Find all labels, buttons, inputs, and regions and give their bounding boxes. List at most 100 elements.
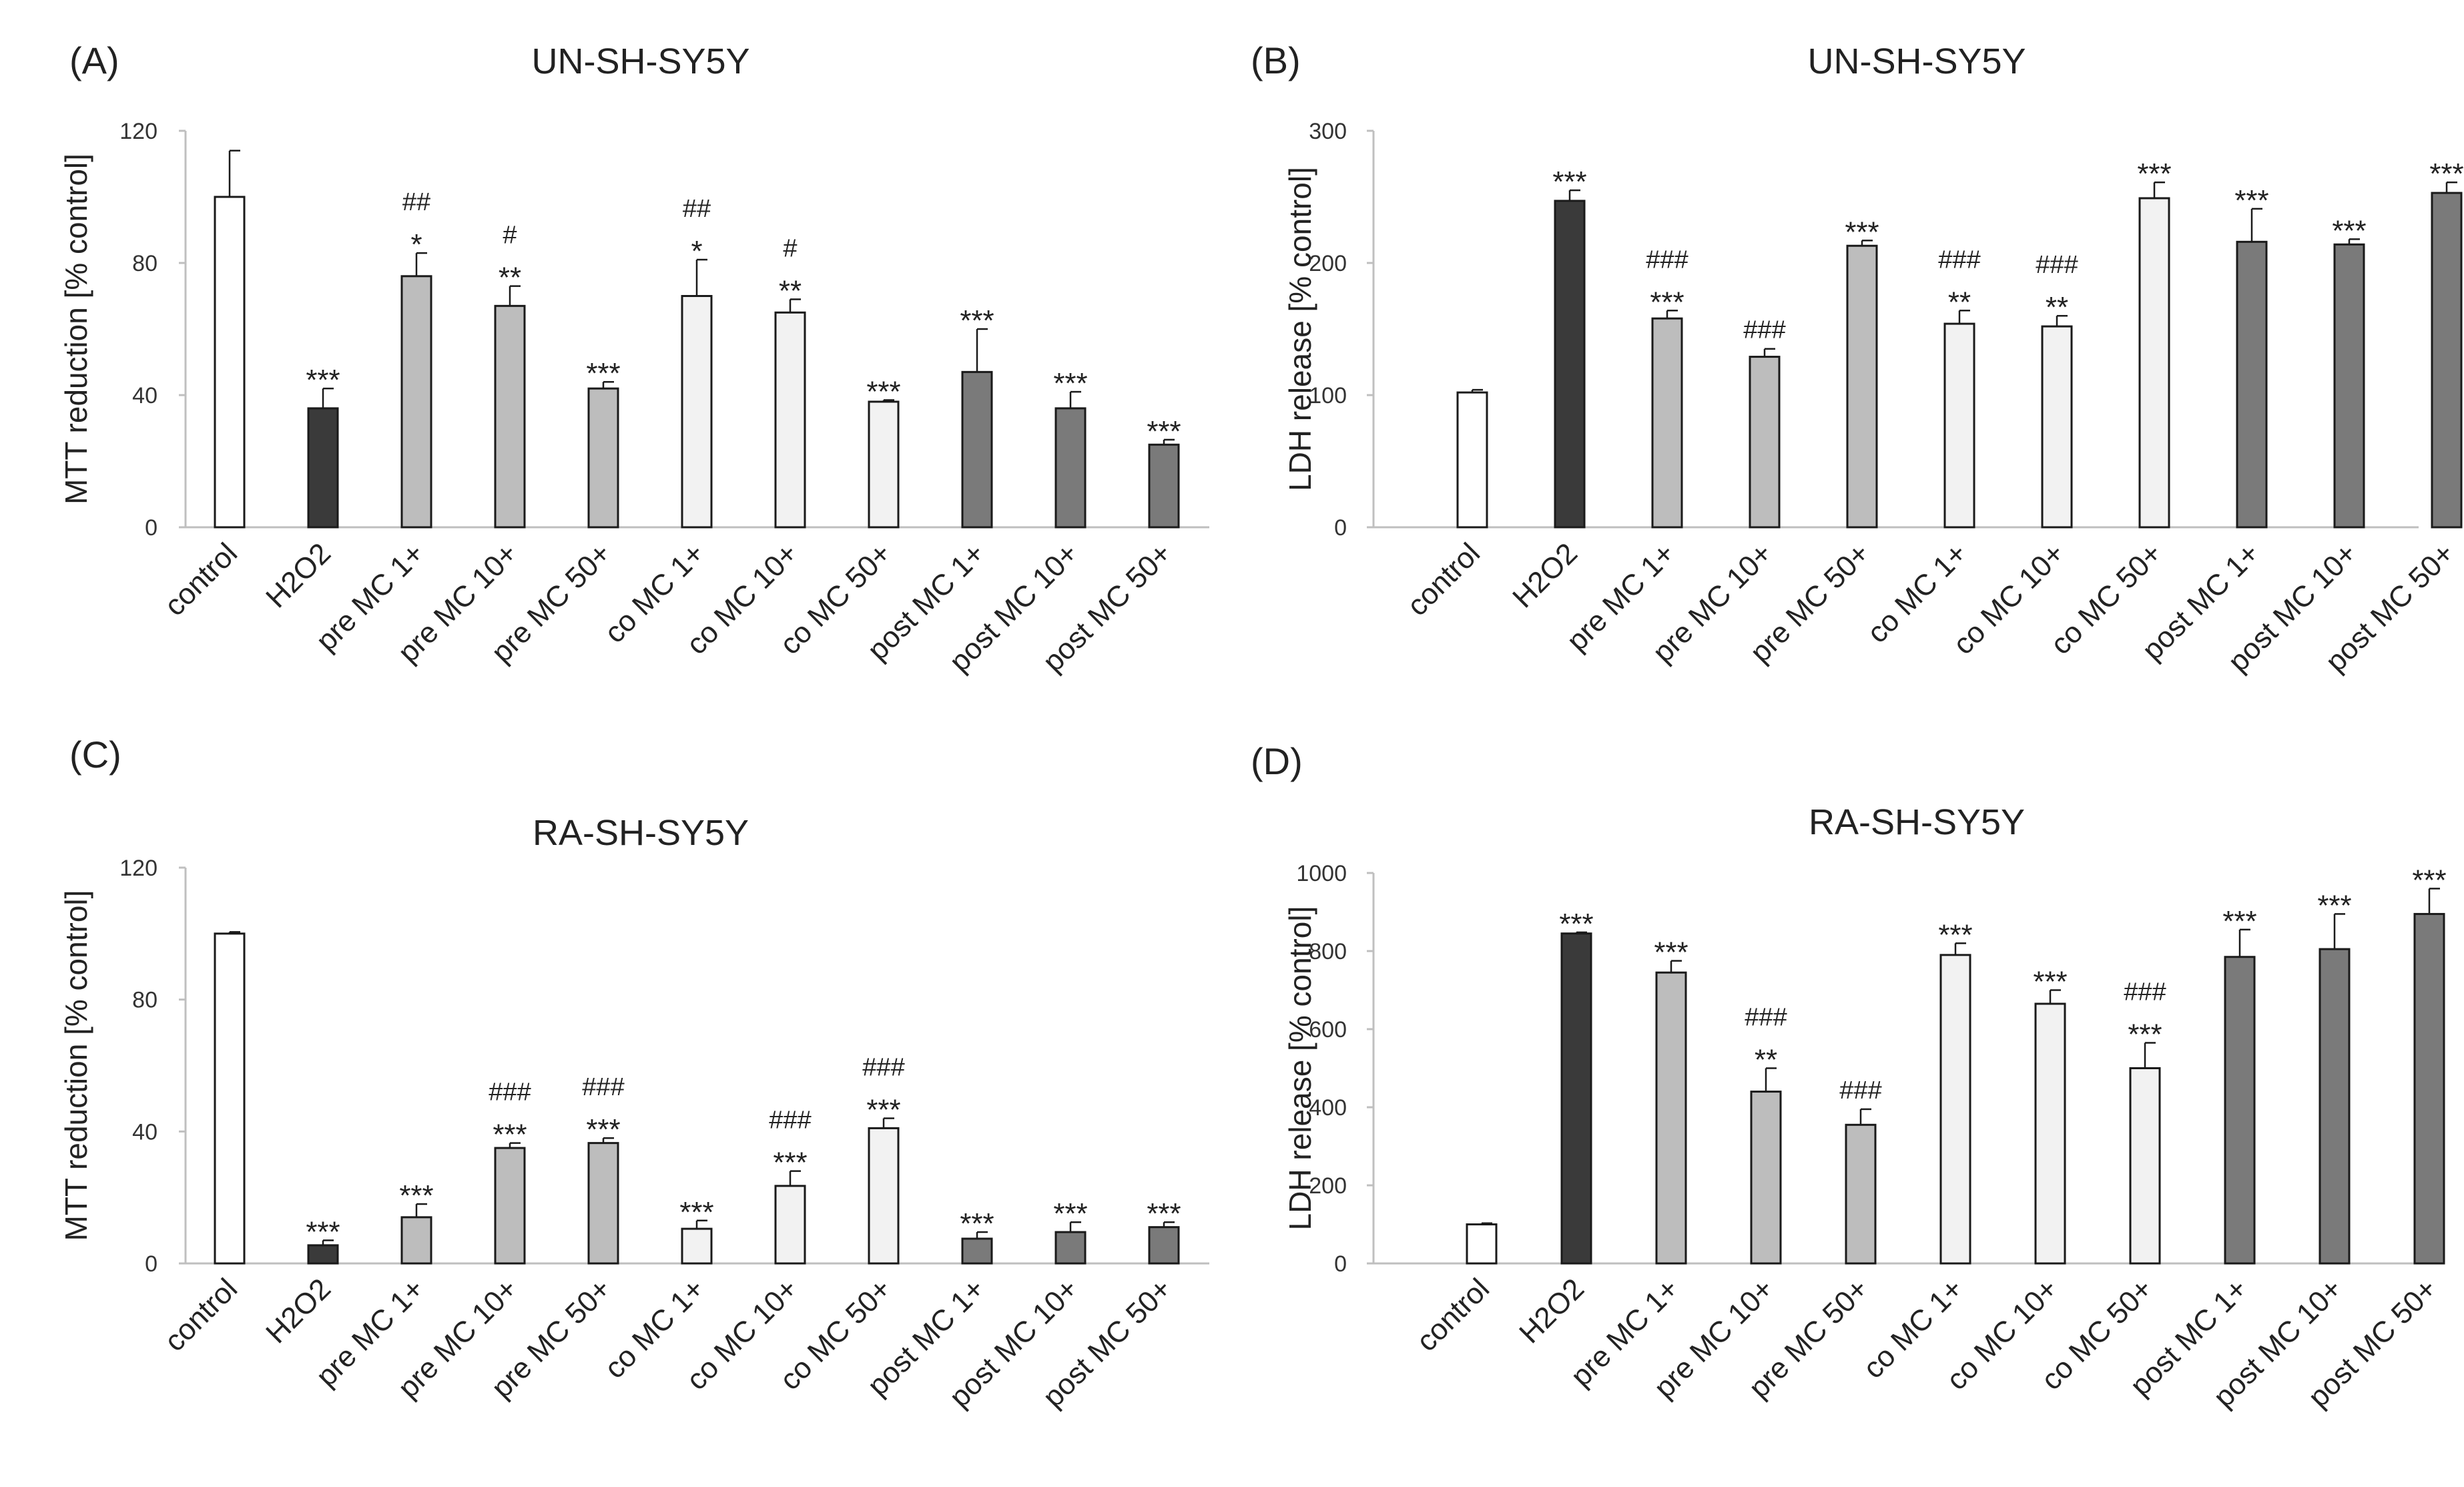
bar bbox=[2333, 243, 2365, 529]
significance-stars: *** bbox=[2317, 889, 2351, 922]
chart-title: UN-SH-SY5Y bbox=[1807, 41, 2026, 81]
y-tick-label: 120 bbox=[119, 119, 158, 144]
y-tick-label: 80 bbox=[132, 988, 158, 1013]
bar bbox=[2129, 1067, 2161, 1265]
bar bbox=[307, 1244, 339, 1265]
y-tick-label: 1000 bbox=[1296, 861, 1347, 886]
significance-hash: ### bbox=[1745, 1004, 1787, 1032]
y-tick-label: 100 bbox=[1309, 383, 1347, 408]
y-tick-label: 200 bbox=[1309, 251, 1347, 276]
significance-stars: *** bbox=[399, 1179, 433, 1212]
significance-hash: ### bbox=[1646, 246, 1688, 274]
significance-stars: ** bbox=[1755, 1044, 1777, 1077]
significance-stars: *** bbox=[306, 1215, 340, 1248]
significance-hash: # bbox=[783, 234, 797, 262]
significance-stars: *** bbox=[586, 1113, 620, 1146]
y-axis-label: LDH release [% control] bbox=[1283, 167, 1317, 491]
bar bbox=[494, 1147, 526, 1265]
bar bbox=[1943, 322, 1975, 529]
bar bbox=[1148, 443, 1180, 529]
panel-label: (D) bbox=[1251, 740, 1303, 782]
panel-label: (C) bbox=[69, 733, 121, 776]
significance-stars: *** bbox=[2412, 864, 2446, 896]
bar bbox=[1054, 407, 1087, 529]
significance-stars: *** bbox=[1654, 936, 1688, 969]
bar bbox=[1456, 391, 1488, 529]
bar bbox=[681, 295, 713, 529]
bar bbox=[307, 407, 339, 529]
significance-stars: *** bbox=[960, 304, 994, 337]
significance-stars: * bbox=[691, 235, 702, 268]
significance-hash: ### bbox=[2036, 251, 2078, 279]
bar bbox=[1750, 1091, 1782, 1265]
bar bbox=[587, 1142, 619, 1265]
bar bbox=[1148, 1226, 1180, 1265]
y-tick-label: 0 bbox=[145, 515, 158, 541]
y-axis-label: LDH release [% control] bbox=[1283, 906, 1317, 1231]
significance-hash: ### bbox=[1839, 1077, 1881, 1105]
bar bbox=[2224, 956, 2256, 1265]
bar bbox=[1054, 1231, 1087, 1265]
bar bbox=[400, 1216, 432, 1265]
significance-stars: *** bbox=[1845, 216, 1879, 248]
bar bbox=[2034, 1002, 2066, 1265]
significance-stars: *** bbox=[960, 1207, 994, 1240]
significance-stars: ** bbox=[779, 274, 802, 307]
y-axis-label: MTT reduction [% control] bbox=[59, 890, 93, 1241]
significance-stars: *** bbox=[1559, 908, 1593, 940]
significance-hash: ### bbox=[582, 1073, 624, 1101]
chart-title: RA-SH-SY5Y bbox=[1809, 802, 2025, 842]
y-tick-label: 200 bbox=[1309, 1173, 1347, 1199]
significance-stars: *** bbox=[586, 357, 620, 390]
bar bbox=[1651, 317, 1683, 529]
significance-stars: *** bbox=[1147, 1197, 1181, 1230]
bar bbox=[774, 311, 806, 529]
bar bbox=[2041, 325, 2073, 529]
chart-title: RA-SH-SY5Y bbox=[533, 813, 749, 853]
significance-stars: *** bbox=[866, 375, 900, 408]
bar bbox=[1554, 200, 1586, 529]
bar bbox=[2236, 240, 2268, 529]
bar bbox=[2138, 197, 2170, 529]
bar bbox=[1846, 244, 1878, 529]
y-tick-label: 120 bbox=[119, 856, 158, 881]
panel-label: (A) bbox=[69, 39, 119, 81]
significance-hash: ## bbox=[402, 188, 430, 216]
panel-label: (B) bbox=[1251, 39, 1301, 81]
bar bbox=[494, 304, 526, 529]
significance-hash: ## bbox=[683, 195, 711, 223]
significance-stars: *** bbox=[679, 1196, 713, 1229]
significance-hash: ### bbox=[2124, 978, 2166, 1006]
significance-stars: *** bbox=[2222, 905, 2256, 938]
bar bbox=[868, 400, 900, 529]
significance-stars: *** bbox=[773, 1147, 807, 1179]
significance-stars: *** bbox=[2033, 966, 2067, 998]
y-tick-label: 400 bbox=[1309, 1095, 1347, 1121]
y-tick-label: 40 bbox=[132, 1119, 158, 1145]
significance-stars: *** bbox=[493, 1119, 527, 1151]
significance-stars: *** bbox=[1053, 367, 1087, 400]
y-tick-label: 80 bbox=[132, 251, 158, 276]
bar bbox=[1655, 971, 1687, 1265]
bar bbox=[2413, 912, 2445, 1265]
significance-hash: ### bbox=[862, 1054, 904, 1082]
significance-stars: *** bbox=[2332, 214, 2366, 247]
bar bbox=[214, 196, 246, 529]
bar bbox=[1466, 1223, 1498, 1265]
bar bbox=[400, 275, 432, 529]
y-tick-label: 800 bbox=[1309, 939, 1347, 964]
significance-hash: # bbox=[503, 222, 517, 250]
bar bbox=[2319, 948, 2351, 1265]
bar bbox=[1845, 1123, 1877, 1265]
bar bbox=[868, 1127, 900, 1265]
y-axis-label: MTT reduction [% control] bbox=[59, 154, 93, 505]
significance-stars: *** bbox=[1938, 918, 1972, 951]
y-tick-label: 600 bbox=[1309, 1017, 1347, 1043]
significance-stars: *** bbox=[2234, 184, 2268, 217]
y-tick-label: 0 bbox=[145, 1251, 158, 1277]
significance-stars: *** bbox=[1552, 166, 1586, 198]
bar bbox=[961, 1237, 993, 1265]
bar bbox=[587, 387, 619, 529]
y-tick-label: 300 bbox=[1309, 119, 1347, 144]
